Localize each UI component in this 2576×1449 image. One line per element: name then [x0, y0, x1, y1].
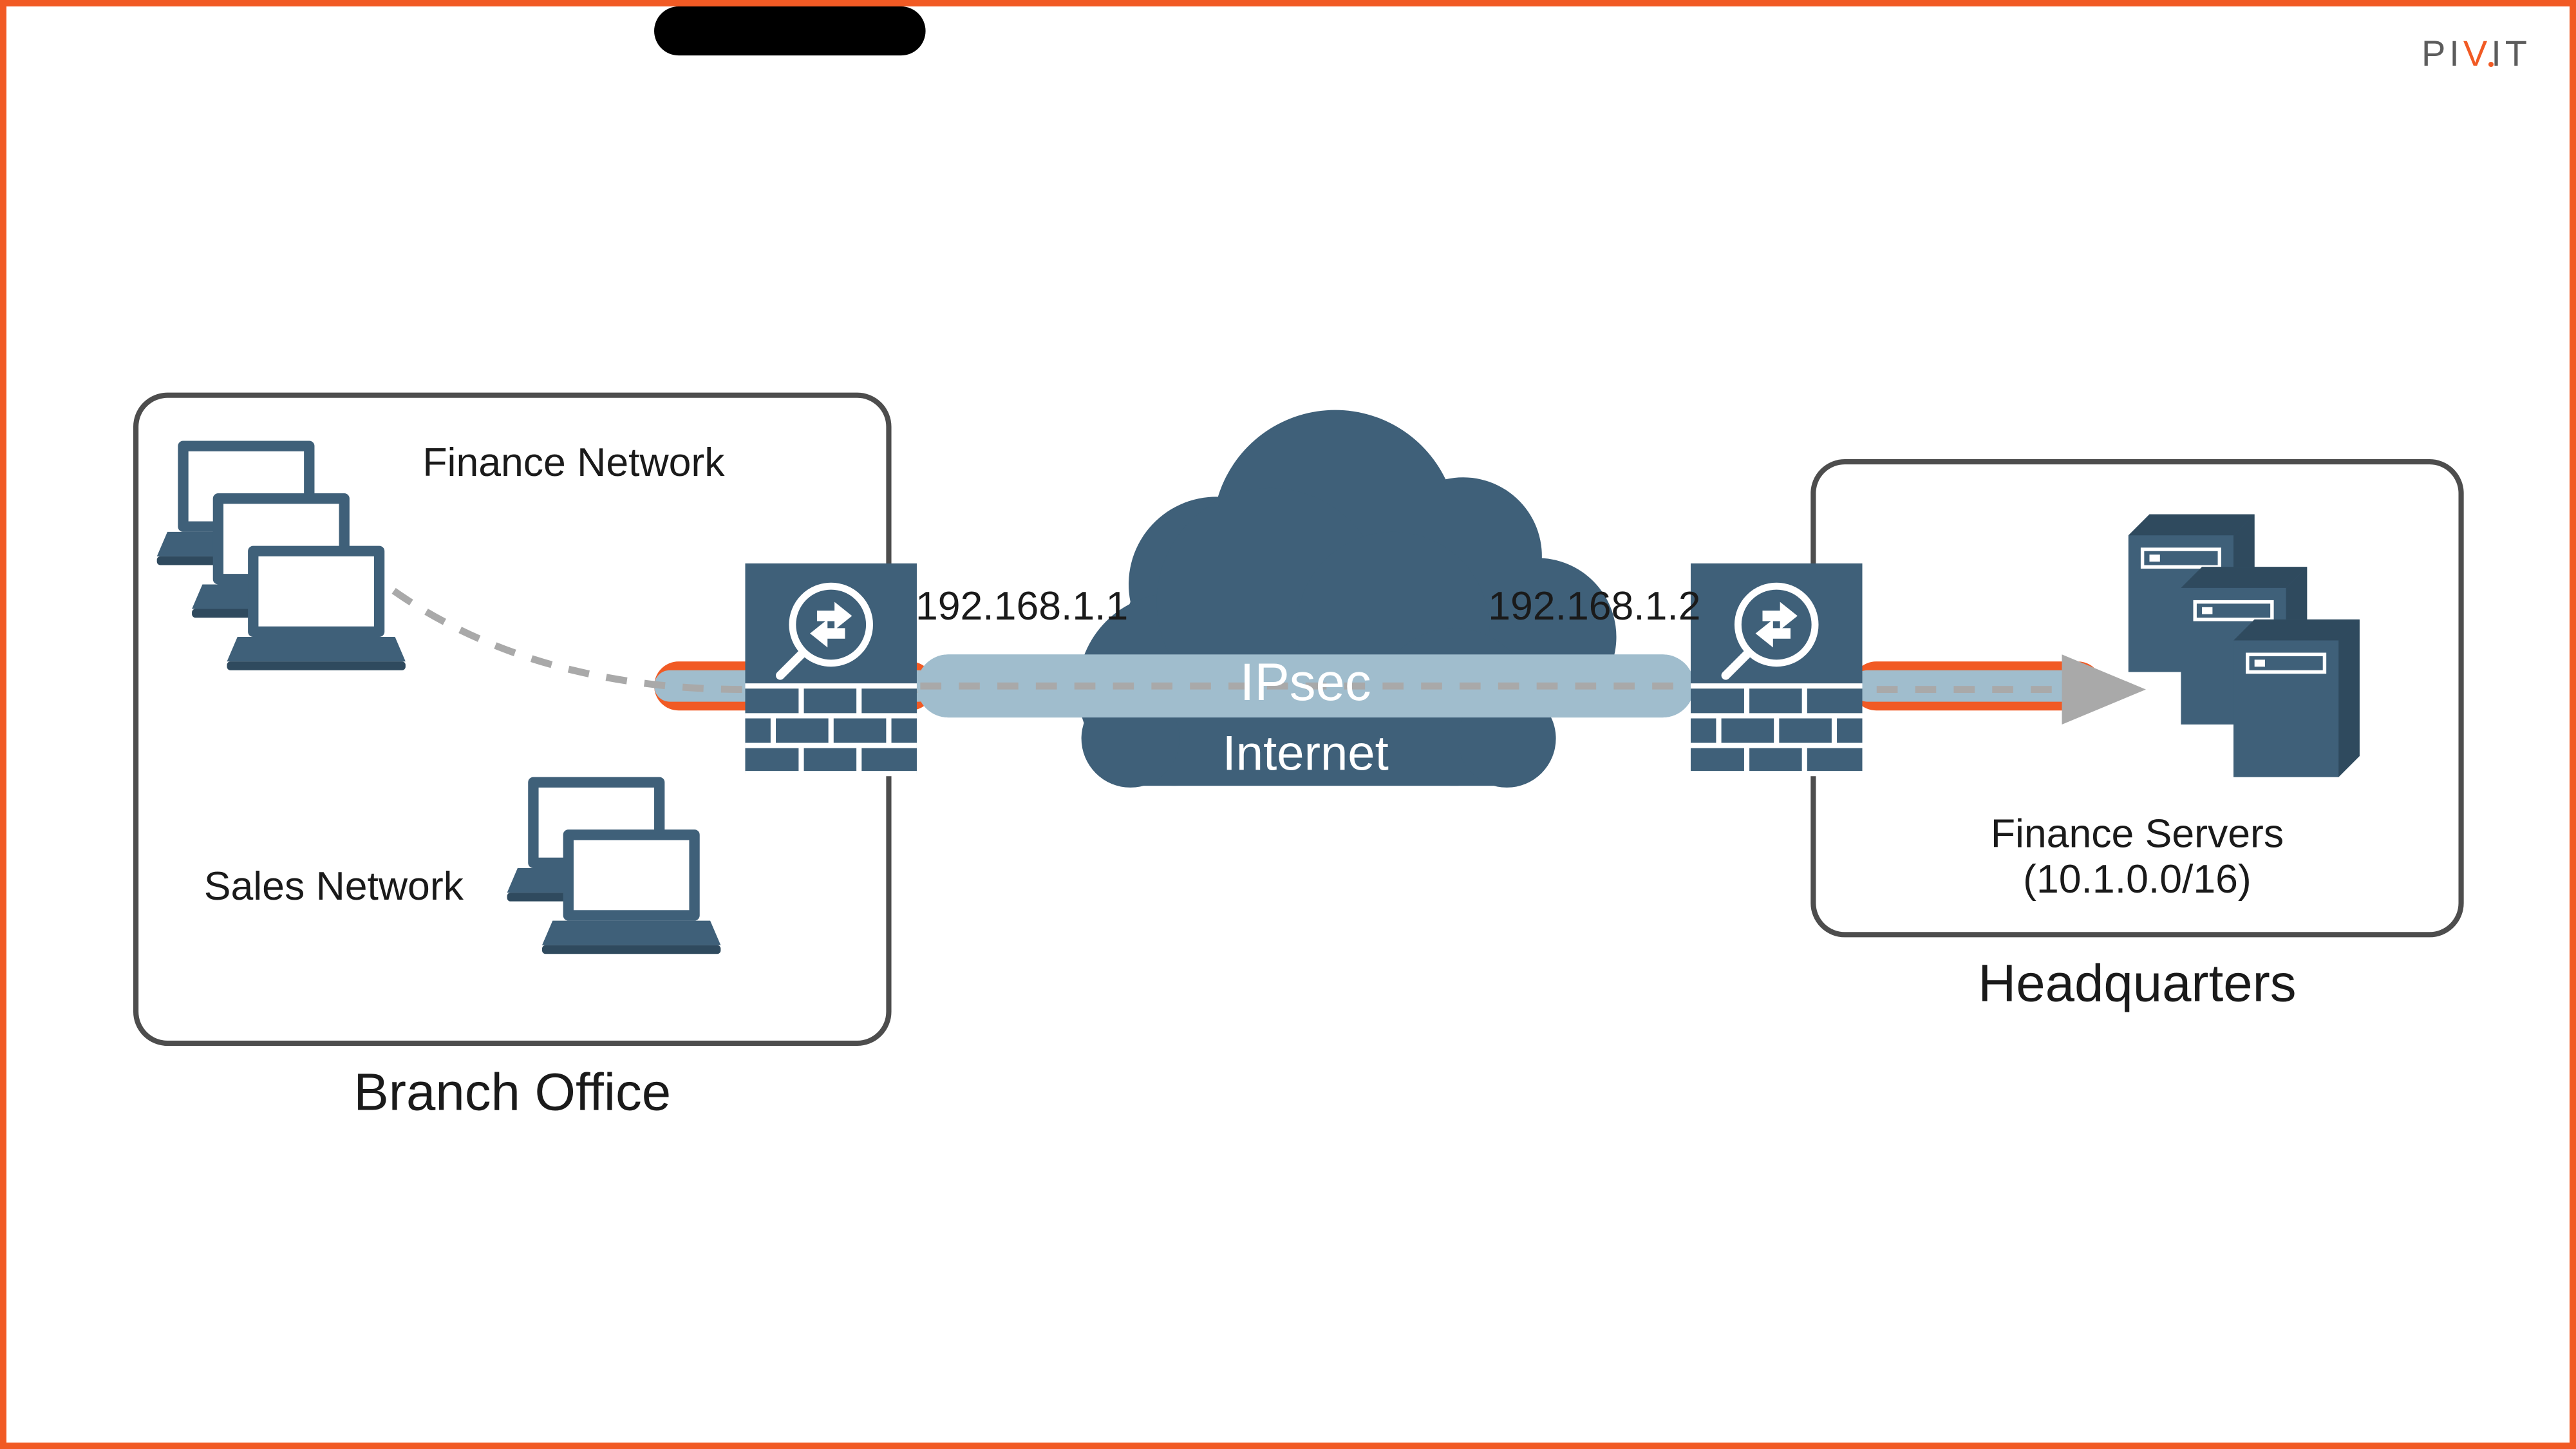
- network-diagram: IPsec Internet: [6, 6, 2570, 1443]
- branch-office-title: Branch Office: [353, 1063, 671, 1121]
- sales-laptops: [507, 777, 721, 954]
- firewall-right: [1691, 564, 1863, 773]
- pivit-logo: PIVIT: [2421, 32, 2531, 74]
- internet-label: Internet: [1223, 726, 1389, 781]
- finance-servers-label1: Finance Servers: [1991, 811, 2284, 856]
- finance-servers: [2129, 515, 2360, 777]
- headquarters-title: Headquarters: [1978, 954, 2296, 1013]
- logo-t: T: [2505, 33, 2531, 73]
- pipe-right-inner: [1852, 670, 2102, 702]
- logo-p: P: [2421, 33, 2449, 73]
- firewall-right-ip: 192.168.1.2: [1488, 583, 1700, 629]
- logo-v: V: [2463, 33, 2491, 73]
- firewall-left-ip: 192.168.1.1: [916, 583, 1128, 629]
- logo-i1: I: [2449, 33, 2463, 73]
- logo-i2: I: [2491, 33, 2505, 73]
- ipsec-label: IPsec: [1240, 653, 1371, 712]
- finance-servers-label2: (10.1.0.0/16): [2023, 857, 2252, 902]
- sales-network-label: Sales Network: [204, 864, 464, 909]
- finance-laptops: [157, 440, 406, 670]
- tunnel-left-outer: [654, 6, 926, 55]
- firewall-left: [745, 564, 917, 773]
- diagram-frame: PIVIT: [0, 0, 2576, 1449]
- finance-network-label: Finance Network: [422, 440, 725, 485]
